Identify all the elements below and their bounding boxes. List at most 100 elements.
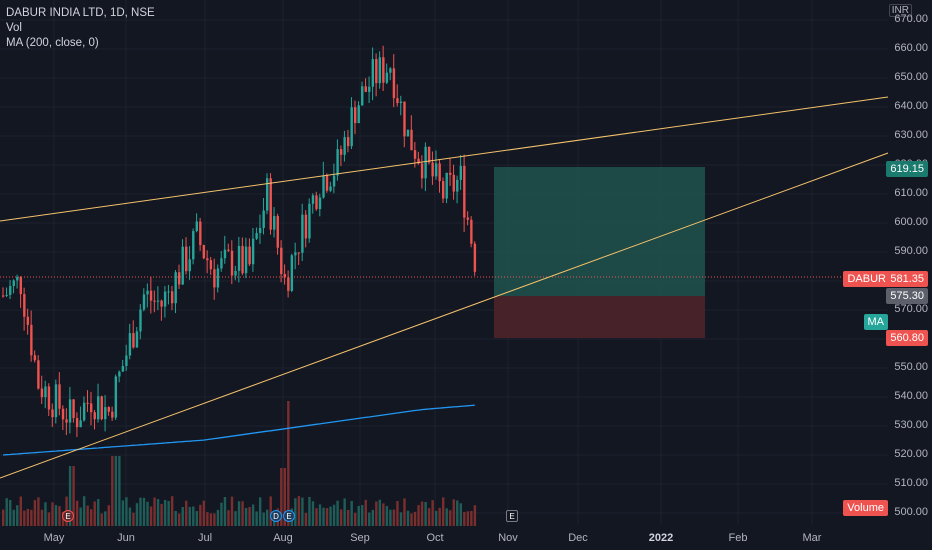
volume-bar (396, 500, 399, 526)
volume-bar (251, 504, 255, 526)
volume-bar (392, 509, 396, 526)
volume-bar (364, 499, 367, 526)
candle-body (192, 231, 195, 260)
candle-body (287, 277, 290, 291)
candle-body (104, 407, 107, 420)
candle-body (121, 365, 125, 372)
chart-grid (0, 0, 888, 525)
volume-bar (283, 468, 286, 526)
volume-bar (329, 506, 332, 526)
volume-bar (44, 502, 47, 526)
volume-bar (378, 499, 382, 526)
target-zone (494, 167, 705, 296)
volume-bar (51, 502, 54, 526)
trendline-upper (0, 96, 889, 222)
candle-body (382, 57, 385, 83)
candle-body (125, 355, 128, 366)
trendline-lower (0, 152, 889, 479)
volume-bar (470, 511, 473, 526)
volume-bar (86, 505, 89, 526)
volume-bar (294, 498, 297, 526)
target-price-tag: 619.15 (886, 161, 928, 177)
volume-bar (174, 510, 177, 526)
volume-bar (420, 501, 424, 526)
chart-legend: DABUR INDIA LTD, 1D, NSE Vol MA (200, cl… (6, 6, 155, 51)
volume-bar (2, 509, 5, 526)
candle-body (178, 272, 181, 285)
currency-label[interactable]: INR (888, 4, 912, 17)
earnings-event-icon[interactable]: E (62, 510, 74, 522)
candle-body (442, 181, 445, 199)
volume-bar (266, 509, 269, 526)
volume-bar (26, 508, 30, 526)
candle-body (220, 258, 223, 269)
candle-body (170, 291, 174, 304)
volume-bar (304, 512, 308, 526)
earnings-event-icon[interactable]: E (283, 510, 295, 522)
candle-body (82, 402, 86, 421)
candle-body (100, 396, 103, 420)
volume-bar (19, 496, 22, 526)
volume-bar (90, 509, 93, 526)
volume-bar (385, 505, 389, 526)
candle-body (132, 333, 135, 348)
candle-body (336, 149, 339, 176)
candle-body (30, 324, 33, 356)
candle-body (251, 238, 255, 265)
price-axis-label: 510.00 (894, 477, 928, 489)
candle-body (399, 101, 403, 104)
candle-body (424, 146, 427, 179)
volume-bar (30, 509, 33, 526)
time-axis-label: Nov (498, 532, 518, 544)
volume-bar (237, 501, 241, 526)
candle-body (16, 276, 19, 281)
volume-bar (361, 505, 364, 526)
volume-bar (248, 506, 251, 526)
candle-body (237, 245, 241, 271)
candle-body (54, 384, 58, 418)
volume-bar (216, 509, 220, 526)
candle-body (378, 57, 382, 84)
candle-body (2, 295, 5, 297)
volume-bar (434, 510, 438, 526)
candle-body (206, 258, 209, 261)
dividend-event-icon[interactable]: D (270, 510, 282, 522)
candle-body (361, 86, 364, 106)
candle-body (142, 294, 146, 310)
volume-bar (452, 499, 455, 526)
volume-bar (473, 505, 477, 526)
volume-bar (114, 456, 118, 526)
candle-body (97, 396, 100, 420)
legend-ma: MA (200, close, 0) (6, 37, 99, 49)
time-axis-label: Jul (197, 532, 213, 544)
price-axis-label: 670.00 (894, 13, 928, 25)
volume-bar (258, 497, 262, 526)
volume-bar (223, 496, 227, 526)
candle-body (40, 388, 44, 398)
candle-body (269, 178, 272, 230)
candle-body (118, 371, 121, 377)
candle-body (368, 86, 371, 92)
stop-price-tag: 560.80 (886, 330, 928, 346)
candle-body (167, 291, 170, 293)
candle-body (258, 227, 262, 234)
volume-bar (241, 501, 244, 526)
candle-body (146, 290, 149, 295)
candle-body (68, 399, 72, 423)
candle-body (470, 219, 473, 244)
volume-bar (280, 468, 283, 526)
volume-bar (33, 500, 37, 526)
volume-bar (97, 499, 100, 526)
volume-bar (40, 509, 44, 526)
volume-bar (399, 512, 403, 526)
candle-body (375, 59, 378, 84)
earnings-event-icon[interactable]: E (506, 510, 518, 522)
volume-bar (417, 505, 420, 526)
candle-body (417, 158, 420, 164)
volume-bar (100, 513, 103, 526)
volume-bar (389, 509, 392, 526)
candle-body (234, 270, 237, 276)
candle-body (325, 175, 329, 191)
candle-body (283, 274, 286, 278)
